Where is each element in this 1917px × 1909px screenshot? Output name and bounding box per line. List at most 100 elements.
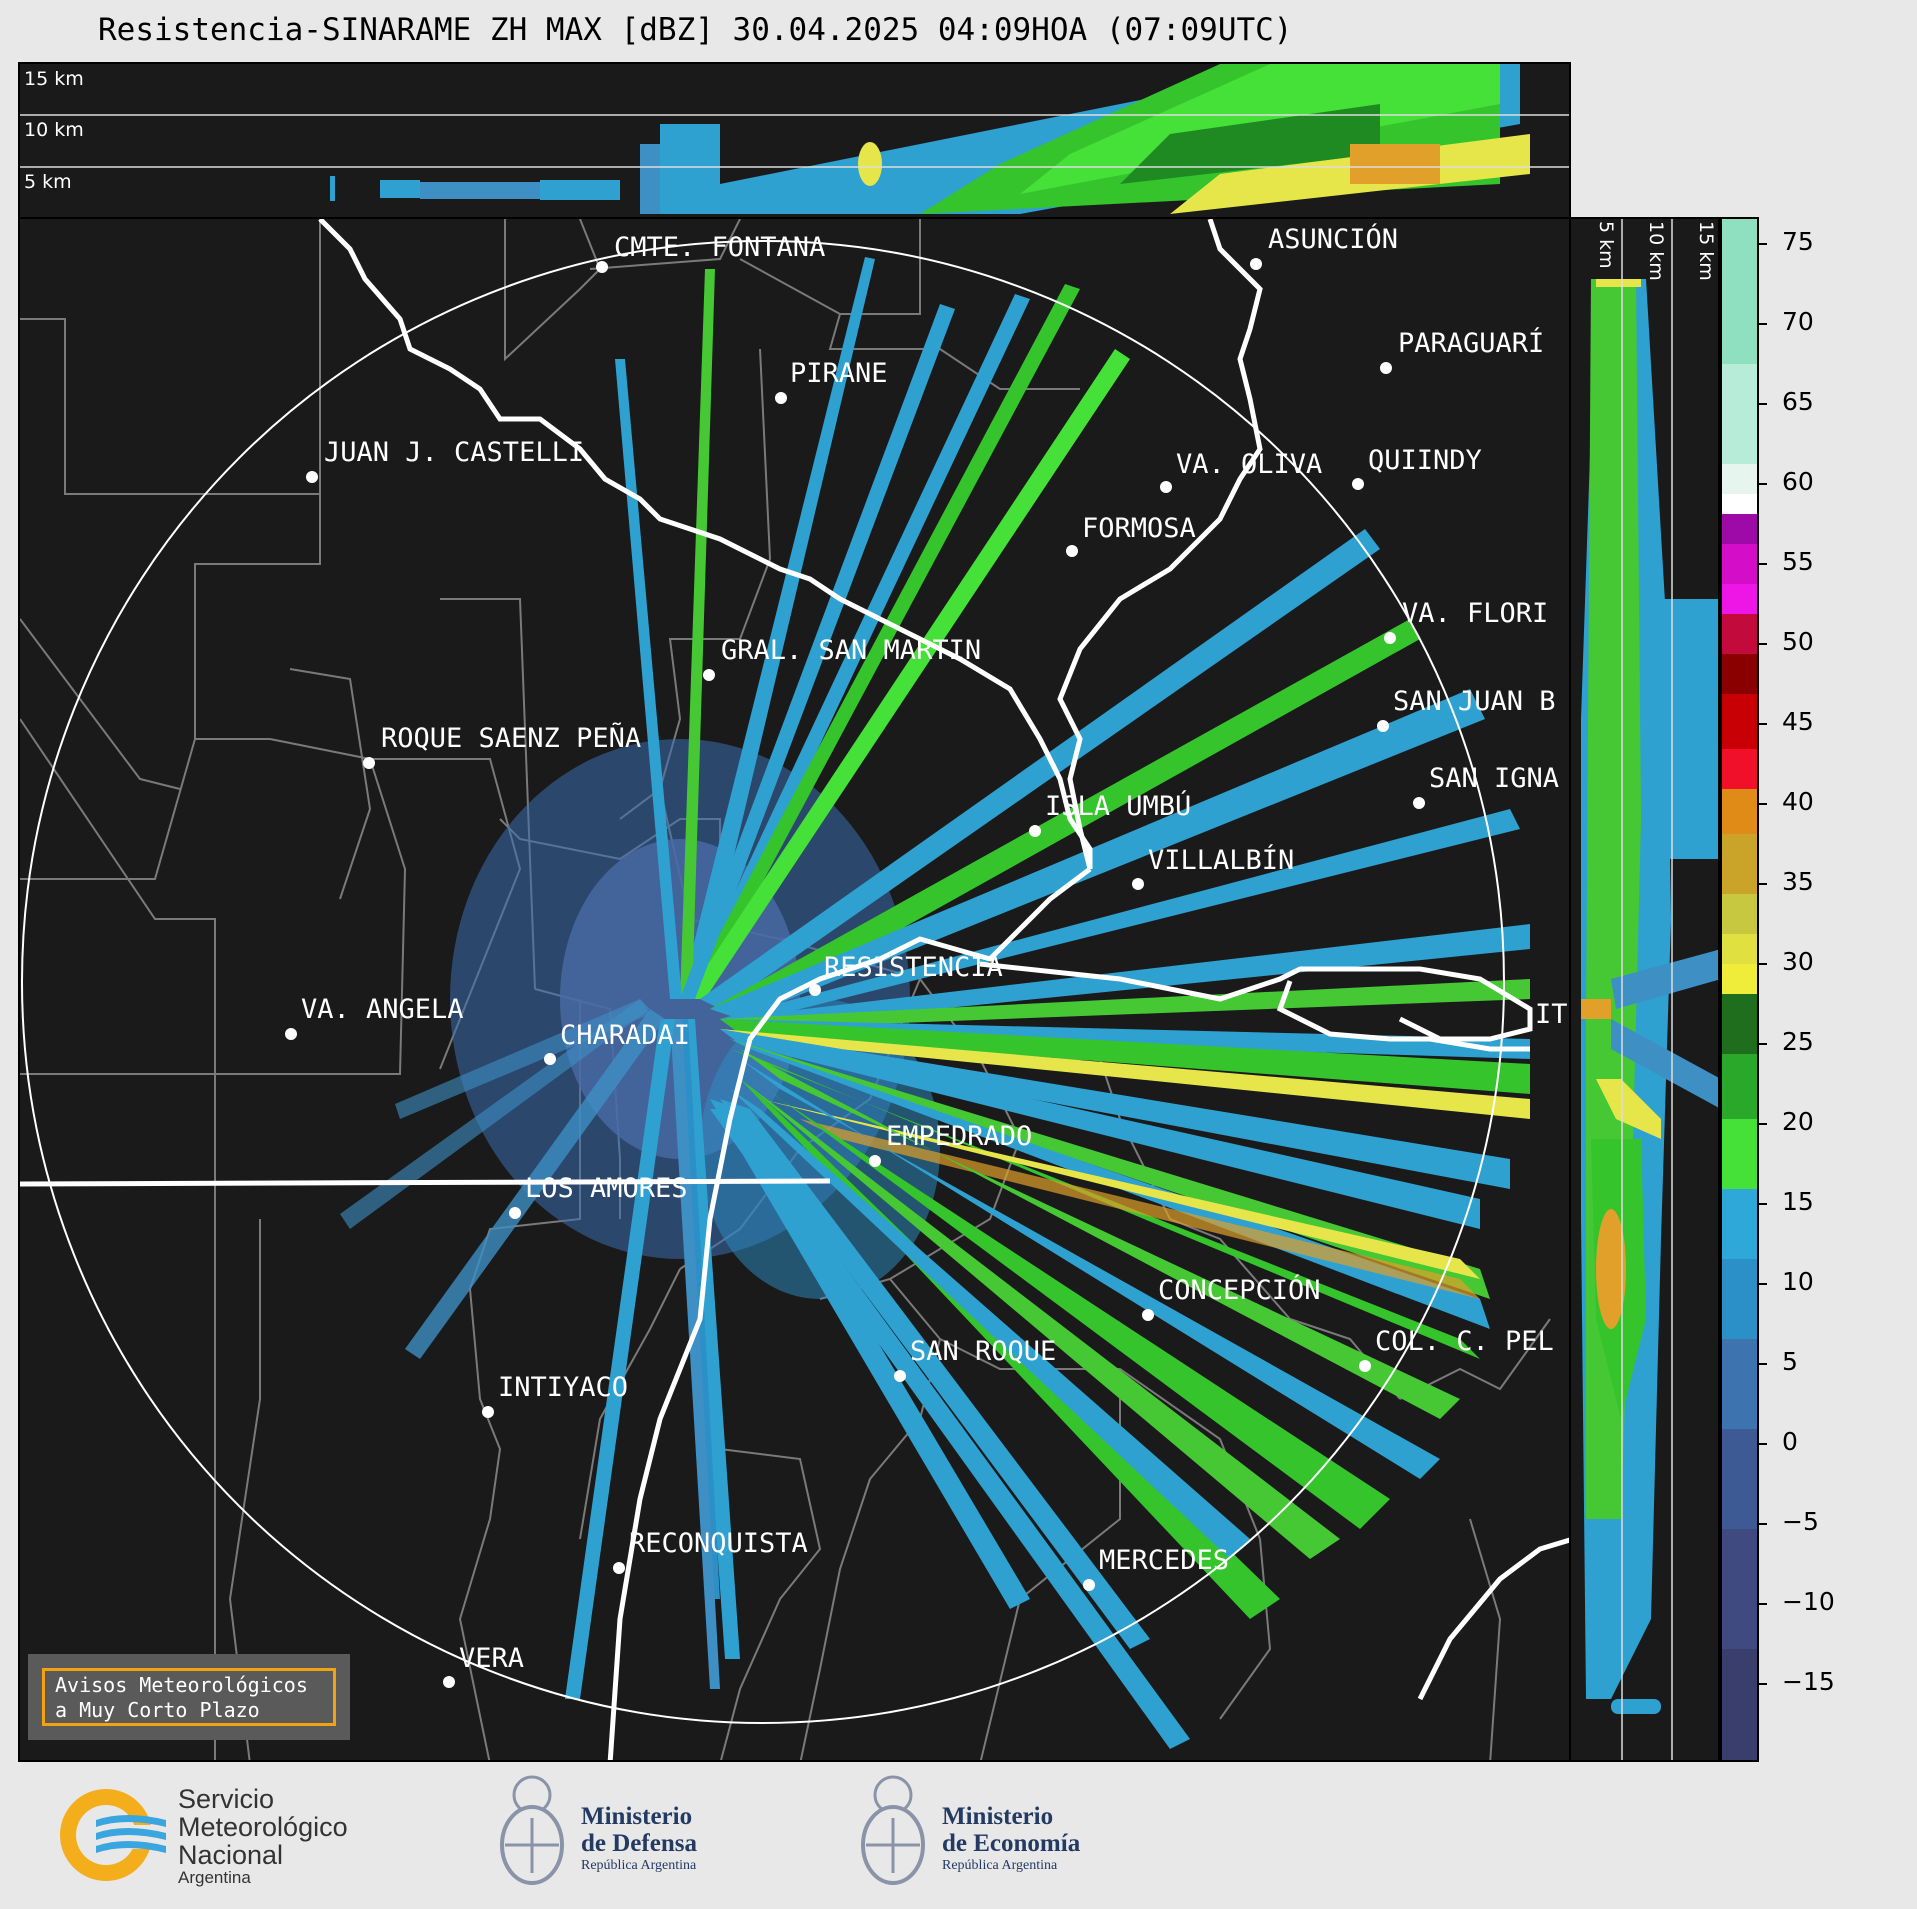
city-label: COL. C. PEL [1375,1326,1554,1357]
colorbar-tick-label: 15 [1782,1187,1814,1216]
colorbar-tick [1759,1043,1767,1045]
colorbar-tick-label: 0 [1782,1427,1798,1456]
side-height-profile-panel: 5 km 10 km 15 km [1569,217,1720,1762]
economia-line-2: de Economía [942,1830,1081,1857]
coat-of-arms-icon [500,1775,564,1885]
colorbar-tick [1759,723,1767,725]
city-label: SAN IGNA [1429,763,1559,794]
city-label: CMTE. FONTANA [614,232,825,263]
avisos-box[interactable]: Avisos Meteorológicos a Muy Corto Plazo [42,1668,336,1726]
colorbar-tick [1759,483,1767,485]
city-label: VA. OLIVA [1176,449,1322,480]
defensa-logo: Ministerio de Defensa República Argentin… [495,1773,755,1898]
city-label: CONCEPCIÓN [1158,1274,1321,1306]
colorbar-tick-label: 45 [1782,707,1814,736]
city-label: VILLALBÍN [1148,844,1294,876]
smn-logo: Servicio Meteorológico Nacional Argentin… [56,1784,396,1887]
colorbar-tick-label: 10 [1782,1267,1814,1296]
city-label: EMPEDRADO [886,1121,1032,1152]
side-echo-rays [1581,279,1718,1714]
colorbar-tick-label: 35 [1782,867,1814,896]
smn-line-4: Argentina [178,1868,251,1887]
colorbar-tick [1759,1283,1767,1285]
radar-site-label: RESISTENCIA [824,952,1003,983]
colorbar-tick-label: 60 [1782,467,1814,496]
colorbar-tick-label: 70 [1782,307,1814,336]
city-label: MERCEDES [1099,1545,1229,1576]
colorbar-tick [1759,963,1767,965]
city-label: SAN JUAN B [1393,686,1556,717]
colorbar-tick [1759,1363,1767,1365]
top-echo-rays [330,64,1530,214]
colorbar-tick-label: 50 [1782,627,1814,656]
city-label: SAN ROQUE [910,1336,1056,1367]
colorbar-tick [1759,803,1767,805]
colorbar-tick [1759,403,1767,405]
colorbar-tick [1759,883,1767,885]
city-label: ASUNCIÓN [1268,223,1398,255]
economia-line-3: República Argentina [942,1858,1058,1873]
city-label: VA. ANGELA [301,994,464,1025]
economia-line-1: Ministerio [942,1803,1054,1830]
smn-line-3: Nacional [178,1840,284,1870]
colorbar-tick-label: −10 [1782,1587,1835,1616]
colorbar-tick-label: 25 [1782,1027,1814,1056]
top-height-label-5: 5 km [24,171,72,193]
colorbar-tick-label: 75 [1782,227,1814,256]
range-ring [21,240,1505,1724]
city-label: ROQUE SAENZ PEÑA [381,722,641,754]
side-profile-svg: 5 km 10 km 15 km [1581,219,1718,1760]
city-label: IT [1535,999,1568,1030]
city-label: VERA [459,1643,524,1674]
city-label: ISLA UMBÚ [1045,790,1191,822]
defensa-line-2: de Defensa [581,1830,697,1857]
colorbar-tick [1759,1683,1767,1685]
radar-echoes [340,257,1530,1749]
city-label: CHARADAI [560,1020,690,1051]
colorbar-gradient [1722,219,1757,1760]
side-height-label-5: 5 km [1595,221,1617,269]
city-label: FORMOSA [1082,513,1196,544]
city-label: PIRANE [790,358,888,389]
colorbar-tick-label: 55 [1782,547,1814,576]
defensa-line-1: Ministerio [581,1803,693,1830]
colorbar-tick [1759,1603,1767,1605]
smn-line-1: Servicio [178,1784,275,1814]
coat-of-arms-icon [861,1775,925,1885]
economia-logo: Ministerio de Economía República Argenti… [856,1773,1116,1898]
city-markers: CMTE. FONTANA ASUNCIÓN PIRANE PARAGUARÍ … [285,223,1568,1688]
smn-line-2: Meteorológico [178,1812,348,1842]
side-height-label-15: 15 km [1695,221,1717,281]
colorbar-tick [1759,323,1767,325]
colorbar-tick [1759,643,1767,645]
colorbar-tick-label: 30 [1782,947,1814,976]
avisos-line-1: Avisos Meteorológicos [55,1673,308,1697]
colorbar-tick-label: 5 [1782,1347,1798,1376]
top-height-profile-panel: 15 km 10 km 5 km [18,62,1571,219]
colorbar-tick-label: −15 [1782,1667,1835,1696]
colorbar-tick [1759,1123,1767,1125]
city-label: GRAL. SAN MARTIN [721,635,981,666]
city-label: LOS AMORES [525,1173,688,1204]
colorbar-tick-label: −5 [1782,1507,1819,1536]
top-height-label-15: 15 km [24,68,84,90]
page-title: Resistencia-SINARAME ZH MAX [dBZ] 30.04.… [98,12,1293,48]
rivers [20,219,1569,1760]
smn-emblem-icon [60,1789,166,1881]
top-height-label-10: 10 km [24,119,84,141]
colorbar-tick [1759,243,1767,245]
radar-map-svg: CMTE. FONTANA ASUNCIÓN PIRANE PARAGUARÍ … [20,219,1569,1760]
colorbar-tick-label: 20 [1782,1107,1814,1136]
city-label: VA. FLORI [1402,598,1548,629]
city-label: RECONQUISTA [629,1528,808,1559]
side-height-label-10: 10 km [1645,221,1667,281]
avisos-line-2: a Muy Corto Plazo [55,1698,260,1722]
colorbar-tick-label: 65 [1782,387,1814,416]
colorbar-tick [1759,1203,1767,1205]
top-profile-svg: 15 km 10 km 5 km [20,64,1569,214]
colorbar-tick [1759,563,1767,565]
dbz-colorbar [1720,217,1759,1762]
city-label: INTIYACO [498,1372,628,1403]
colorbar-tick [1759,1443,1767,1445]
colorbar-tick-label: 40 [1782,787,1814,816]
